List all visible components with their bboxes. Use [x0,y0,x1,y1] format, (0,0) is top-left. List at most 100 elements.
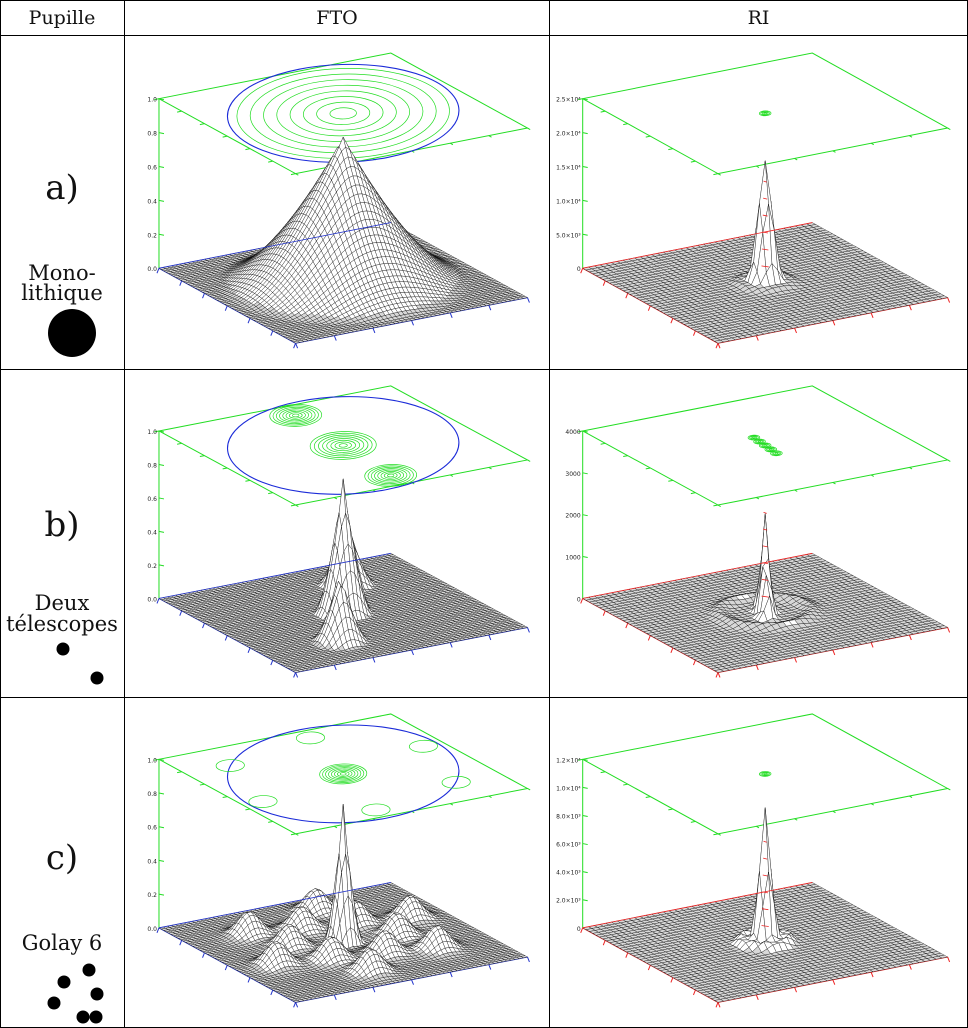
floor-axis-tick [372,327,376,334]
floor-axis-tick [449,642,453,648]
contour-ring [330,439,356,452]
contour-plane-tick [794,158,798,161]
floor-axis-tick [247,318,251,324]
floor-axis-tick [602,280,606,286]
z-tick-label: 2.0×10⁴ [556,131,581,138]
plot-group: 0.00.20.40.60.81.0 [147,52,531,349]
row-c-name-line1: Golay 6 [21,931,103,955]
z-tick-label: 0.0 [147,266,157,273]
contour-ring [370,466,411,485]
contour-ring [763,112,767,115]
z-tick-label: 1.0 [147,97,157,104]
contour-plane-tick [713,173,719,176]
row-a-name-line2: lithique [21,281,103,305]
z-tick-label: 0.4 [147,529,157,536]
z-axis-tick [158,497,165,500]
floor-axis-tick [202,622,205,629]
contour-plane-tick [154,98,160,101]
golay-disk-icon [82,963,96,977]
floor-axis-tick [411,649,414,656]
contour-ring [316,101,371,125]
z-tick-label: 0 [577,266,581,273]
contour-plane-tick [756,165,760,168]
floor-axis-tick [333,664,337,671]
z-tick-label: 5.0×10³ [556,232,581,239]
row-b-name-line2: télescopes [6,612,118,636]
surface-mesh [158,136,528,344]
contour-plane-tick [295,173,299,176]
z-axis-tick [158,463,165,466]
aperture-monolithic [48,309,96,357]
floor-axis-tick [526,297,530,303]
row-a-letter: a) [45,168,79,208]
peak-level-line [761,248,769,251]
contour-plane-tick [623,123,628,126]
contour-plane-tick [245,479,251,482]
contour-plane-tick [527,127,531,130]
contour-ring [761,111,769,115]
contour-plane-tick [222,135,228,138]
contour-ring [285,410,306,420]
telescope-disk-icon [56,642,70,656]
golay-disk-icon [57,975,71,989]
contour-ring [329,107,357,120]
contour-ring [338,443,348,448]
contour-ring [334,441,352,450]
contour-plane-tick [717,173,721,176]
contour-ring [326,438,361,453]
floor-axis-tick [179,280,183,286]
peak-level-line [762,214,768,217]
surface-facet [292,340,301,344]
contour-ring [288,412,303,419]
golay-disk-icon [90,987,104,1001]
z-axis-tick [158,199,165,202]
header-ri: RI [747,7,770,29]
z-tick-label: 1.0×10⁴ [556,198,581,205]
z-axis-tick [158,564,165,567]
z-tick-label: 0.0 [147,596,157,603]
floor-axis-tick [372,657,376,663]
contour-ring [272,405,319,426]
floor-axis-tick [156,598,160,604]
z-axis-tick [582,98,588,101]
z-tick-label: 1.0 [147,429,157,436]
floor-axis-tick [647,305,651,311]
z-axis-tick [158,132,165,135]
floor-axis-tick [202,293,205,299]
floor-axis-tick [755,335,759,341]
contour-plane-tick [668,148,673,151]
contour-plane-tick [870,142,875,146]
contour-ring [275,406,316,425]
z-tick-label: 1.5×10⁴ [556,164,581,171]
contour-plane [581,52,950,175]
contour-ring [309,431,377,460]
z-axis-tick [582,165,588,168]
floor-axis-tick [179,610,183,616]
contour-plane-tick [449,142,454,146]
contour-ring [760,111,770,116]
z-axis-tick [158,233,165,236]
floor-axis-tick [488,304,492,311]
z-tick-label: 0.8 [147,131,157,138]
contour-ring [374,468,408,483]
contour-plane [157,52,529,175]
contour-plane-tick [295,504,299,507]
floor-axis-tick [411,320,414,326]
floor-axis-tick [625,293,629,299]
contour-ring [276,84,410,142]
row-b-name-line1: Deux [34,591,90,615]
contour-ring [279,408,313,423]
contour-plane-tick [334,497,338,500]
contour-ring [313,432,373,459]
peak-level-line [763,180,767,183]
contour-plane-tick [290,173,296,176]
contour-plane-tick [154,430,160,433]
contour-plane-tick [690,160,696,163]
row-a-name-line1: Mono- [28,261,96,285]
z-axis-tick [158,430,165,433]
floor-axis-tick [295,342,299,349]
row-b-letter: b) [44,505,80,545]
table-top-border [0,0,968,1]
